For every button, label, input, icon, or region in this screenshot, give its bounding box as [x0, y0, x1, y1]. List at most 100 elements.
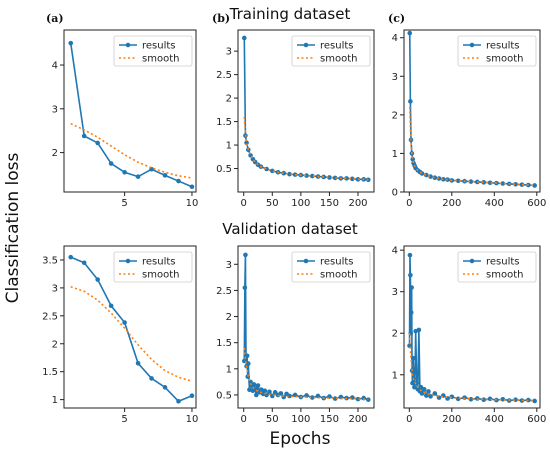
y-tick-label: 4 — [392, 246, 398, 257]
series-results-point — [255, 383, 261, 388]
series-results-point — [519, 182, 525, 187]
legend-smooth-label: smooth — [320, 270, 357, 281]
series-smooth-line — [243, 116, 369, 181]
legend-results-marker — [469, 42, 475, 48]
series-results-point — [410, 156, 416, 162]
series-results-point — [189, 184, 195, 190]
legend-smooth-label: smooth — [486, 270, 523, 281]
series-results-point — [500, 181, 506, 186]
series-results-point — [441, 176, 446, 182]
legend-results-marker — [125, 258, 131, 264]
series-results-point — [408, 99, 413, 104]
x-tick-label: 50 — [266, 198, 279, 209]
y-tick-label: 2.5 — [42, 311, 58, 322]
series-results-point — [162, 385, 168, 390]
plot-frame — [237, 29, 375, 193]
series-results-point — [242, 285, 248, 291]
series-results-point — [468, 179, 474, 184]
plot-frame — [403, 245, 541, 409]
series-results-point — [251, 382, 257, 387]
series-results-point — [241, 35, 247, 41]
series-smooth-line — [70, 286, 193, 382]
x-axis-label: Epochs — [270, 429, 331, 449]
series-results-point — [407, 252, 413, 258]
x-tick-label: 200 — [348, 198, 367, 209]
series-results-point — [281, 170, 287, 176]
series-results-point — [287, 171, 292, 177]
series-results-point — [262, 388, 268, 394]
legend-results-label: results — [320, 257, 354, 268]
panel-b-bottom: 0 50 100 150 200 0.5 1 1.5 2 2.5 3 results smooth — [216, 245, 375, 425]
x-tick-label: 5 — [121, 198, 127, 209]
series-results-point — [432, 175, 438, 181]
legend-results-label: results — [486, 41, 520, 52]
series-results-point — [409, 285, 414, 290]
series-results-point — [81, 133, 87, 139]
series-results-point — [108, 161, 114, 166]
y-tick-label: 1.5 — [42, 367, 58, 378]
y-tick-label: 1 — [392, 149, 398, 160]
series-results-point — [68, 40, 74, 46]
series-results-point — [309, 395, 315, 400]
series-results-point — [349, 176, 355, 182]
panel-tag: (c) — [388, 12, 405, 25]
legend-results-marker — [303, 258, 309, 264]
y-tick-label: 2 — [226, 312, 232, 323]
x-tick-label: 100 — [291, 198, 310, 209]
series-results-point — [122, 320, 127, 325]
plot-frame — [63, 29, 197, 193]
y-tick-label: 3 — [226, 260, 232, 271]
x-tick-label: 200 — [348, 414, 367, 425]
y-tick-label: 1 — [392, 370, 398, 381]
training-dataset-title: Training dataset — [229, 5, 351, 23]
series-results-point — [327, 175, 332, 180]
y-tick-label: 2.5 — [216, 286, 232, 297]
series-results-point — [108, 303, 114, 309]
series-results-point — [410, 355, 416, 361]
y-tick-label: 1 — [52, 395, 58, 406]
series-results-point — [365, 397, 371, 402]
y-tick-label: 3 — [52, 283, 58, 294]
series-results-point — [278, 391, 284, 396]
series-results-point — [416, 327, 422, 333]
series-results-point — [245, 361, 251, 366]
x-tick-label: 400 — [485, 414, 504, 425]
x-tick-label: 0 — [406, 198, 412, 209]
panel-a-top: (a) 5 10 2 3 4 results smooth — [46, 12, 198, 209]
series-results-point — [332, 175, 338, 181]
y-tick-label: 1.5 — [216, 117, 232, 128]
series-results-point — [424, 393, 429, 398]
panel-c-top: (c) 0 200 400 600 0 1 2 3 4 results smooth — [388, 12, 546, 209]
legend-results-label: results — [142, 257, 176, 268]
legend-results-marker — [125, 42, 131, 48]
series-results-point — [135, 361, 141, 366]
series-results-point — [149, 376, 154, 381]
series-results-point — [410, 380, 415, 386]
x-tick-label: 10 — [186, 198, 199, 209]
series-smooth-line — [408, 107, 535, 187]
x-tick-label: 200 — [442, 198, 461, 209]
x-tick-label: 600 — [527, 414, 546, 425]
series-results-point — [421, 387, 427, 392]
series-results-point — [532, 398, 537, 404]
series-results-point — [253, 392, 259, 398]
series-results-point — [95, 140, 100, 146]
series-results-point — [408, 272, 413, 278]
series-results-point — [122, 170, 127, 175]
series-results-point — [304, 173, 309, 178]
y-tick-label: 0.5 — [216, 390, 232, 401]
series-results-point — [344, 176, 349, 181]
legend-results-label: results — [142, 41, 176, 52]
y-axis-label: Classification loss — [3, 152, 23, 303]
legend-results-label: results — [320, 41, 354, 52]
series-results-point — [244, 140, 249, 145]
series-results-point — [269, 168, 275, 174]
plot-frame — [403, 29, 541, 193]
series-results-point — [365, 177, 371, 183]
y-tick-label: 1 — [226, 141, 232, 152]
y-tick-label: 4 — [52, 61, 58, 72]
y-tick-label: 1 — [226, 364, 232, 375]
series-results-point — [355, 396, 361, 402]
